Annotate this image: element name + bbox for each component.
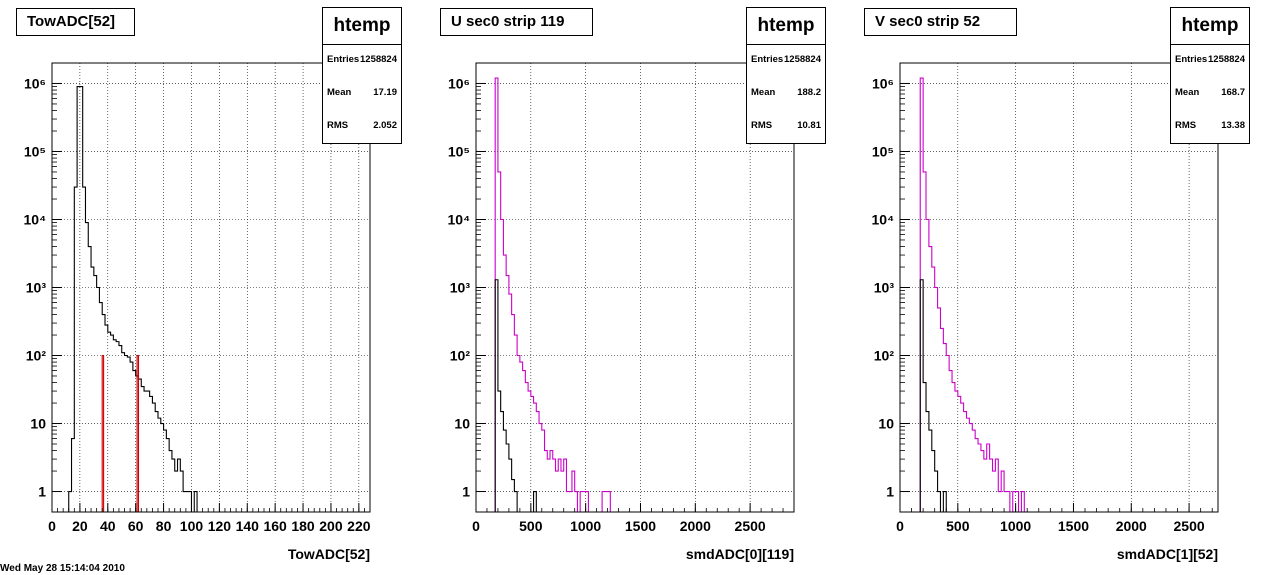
- stats-mean: Mean 17.19: [327, 85, 397, 101]
- y-tick-label: 10²: [26, 348, 47, 364]
- stats-rms: RMS 13.38: [1175, 118, 1245, 134]
- histogram-title: TowADC[52]: [16, 8, 135, 36]
- stats-rms-value: 2.052: [373, 120, 397, 131]
- y-tick-label: 10⁶: [872, 75, 894, 91]
- x-tick-label: 2000: [1116, 518, 1147, 534]
- stats-rms-label: RMS: [327, 120, 349, 131]
- histogram-series-1: [919, 77, 1025, 513]
- stats-rms-value: 10.81: [797, 120, 821, 131]
- stats-mean-label: Mean: [327, 87, 352, 98]
- x-tick-label: 1000: [570, 518, 601, 534]
- histogram-title: V sec0 strip 52: [864, 8, 1017, 36]
- y-tick-label: 1: [462, 484, 470, 500]
- date-stamp-partial: Wed May 28 15:14:04 2010: [0, 563, 125, 574]
- x-tick-label: 1500: [625, 518, 656, 534]
- x-tick-label: 40: [100, 518, 116, 534]
- stats-rms-label: RMS: [751, 120, 773, 131]
- y-tick-label: 10⁶: [448, 75, 470, 91]
- y-tick-label: 10²: [874, 348, 895, 364]
- stats-entries-label: Entries: [751, 54, 784, 65]
- stats-mean: Mean 168.7: [1175, 85, 1245, 101]
- x-tick-label: 0: [896, 518, 904, 534]
- y-tick-label: 1: [886, 484, 894, 500]
- y-tick-label: 10³: [450, 280, 471, 296]
- y-tick-label: 10⁶: [24, 75, 46, 91]
- x-tick-label: 120: [208, 518, 232, 534]
- stats-box: htemp Entries 1258824 Mean 188.2 RMS 10.81: [746, 7, 826, 144]
- stats-box: htemp Entries 1258824 Mean 17.19 RMS 2.052: [322, 7, 402, 144]
- y-tick-label: 10⁴: [448, 211, 471, 227]
- y-tick-label: 10⁵: [872, 143, 894, 159]
- x-tick-label: 220: [347, 518, 371, 534]
- x-tick-label: 200: [319, 518, 343, 534]
- stats-entries-value: 1258824: [360, 54, 397, 65]
- x-tick-label: 2000: [680, 518, 711, 534]
- stats-mean: Mean 188.2: [751, 85, 821, 101]
- stats-mean-label: Mean: [1175, 87, 1200, 98]
- stats-mean-value: 168.7: [1221, 87, 1245, 98]
- y-tick-label: 10³: [26, 280, 47, 296]
- stats-box: htemp Entries 1258824 Mean 168.7 RMS 13.38: [1170, 7, 1250, 144]
- stats-rms: RMS 2.052: [327, 118, 397, 134]
- x-tick-label: 500: [519, 518, 543, 534]
- y-tick-label: 10⁵: [448, 143, 470, 159]
- x-tick-label: 180: [291, 518, 315, 534]
- y-tick-label: 10: [30, 416, 46, 432]
- stats-title: htemp: [1171, 8, 1249, 45]
- histogram-series-2: [919, 279, 947, 513]
- grid: [476, 63, 794, 512]
- y-tick-label: 10: [878, 416, 894, 432]
- stats-rms: RMS 10.81: [751, 118, 821, 134]
- stats-entries-value: 1258824: [784, 54, 821, 65]
- x-tick-label: 100: [180, 518, 204, 534]
- x-tick-label: 60: [128, 518, 144, 534]
- histogram-series-1: [68, 86, 198, 513]
- x-tick-label: 2500: [1174, 518, 1205, 534]
- y-tick-label: 10³: [874, 280, 895, 296]
- x-tick-label: 140: [236, 518, 260, 534]
- stats-entries: Entries 1258824: [1175, 52, 1245, 68]
- stats-mean-value: 17.19: [373, 87, 397, 98]
- stats-rms-label: RMS: [1175, 120, 1197, 131]
- histogram-title: U sec0 strip 119: [440, 8, 593, 36]
- x-tick-label: 1000: [1000, 518, 1031, 534]
- x-axis-label: TowADC[52]: [288, 546, 370, 562]
- y-tick-label: 10⁴: [872, 211, 895, 227]
- stats-entries-value: 1258824: [1208, 54, 1245, 65]
- stats-mean-value: 188.2: [797, 87, 821, 98]
- y-tick-label: 10⁴: [24, 211, 47, 227]
- x-tick-label: 80: [156, 518, 172, 534]
- stats-entries: Entries 1258824: [327, 52, 397, 68]
- histogram-series-1: [494, 77, 611, 513]
- x-axis-label: smdADC[1][52]: [1117, 546, 1218, 562]
- stats-entries: Entries 1258824: [751, 52, 821, 68]
- stats-title: htemp: [747, 8, 825, 45]
- x-tick-label: 160: [263, 518, 287, 534]
- y-tick-label: 10: [454, 416, 470, 432]
- stats-rms-value: 13.38: [1221, 120, 1245, 131]
- y-tick-label: 1: [38, 484, 46, 500]
- x-tick-label: 2500: [735, 518, 766, 534]
- stats-mean-label: Mean: [751, 87, 776, 98]
- stats-title: htemp: [323, 8, 401, 45]
- grid: [52, 63, 370, 512]
- x-axis-label: smdADC[0][119]: [686, 546, 794, 562]
- x-tick-label: 20: [72, 518, 88, 534]
- x-tick-label: 0: [472, 518, 480, 534]
- y-tick-label: 10⁵: [24, 143, 46, 159]
- y-tick-label: 10²: [450, 348, 471, 364]
- stats-entries-label: Entries: [1175, 54, 1208, 65]
- x-tick-label: 1500: [1058, 518, 1089, 534]
- grid: [900, 63, 1218, 512]
- stats-entries-label: Entries: [327, 54, 360, 65]
- x-tick-label: 500: [946, 518, 970, 534]
- x-tick-label: 0: [48, 518, 56, 534]
